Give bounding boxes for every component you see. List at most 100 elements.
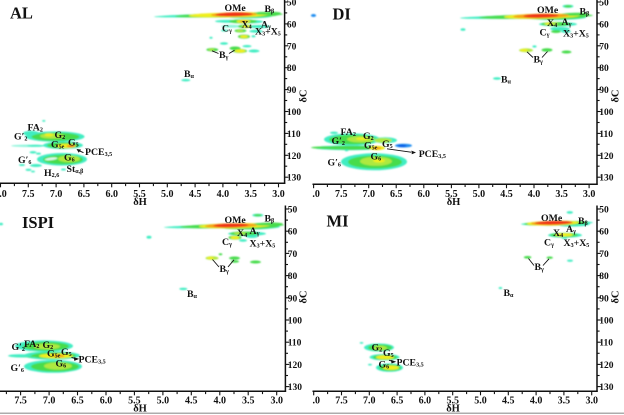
svg-text:3.0: 3.0 [270,396,283,407]
svg-text:Bγ: Bγ [220,264,230,275]
svg-text:X3+X5: X3+X5 [563,29,589,40]
svg-text:120: 120 [287,152,302,162]
svg-text:60: 60 [287,20,297,30]
svg-text:X4: X4 [553,228,563,239]
svg-text:6.0: 6.0 [100,396,113,407]
svg-text:110: 110 [288,339,302,349]
svg-text:90: 90 [599,86,609,96]
svg-text:MI: MI [327,212,349,231]
svg-text:5.5: 5.5 [128,396,141,407]
svg-text:3.0: 3.0 [272,189,285,200]
svg-text:90: 90 [287,86,297,96]
svg-text:130: 130 [599,383,614,393]
svg-text:60: 60 [599,20,609,30]
svg-text:G5e: G5e [51,140,65,151]
svg-text:Aγ: Aγ [562,17,572,28]
svg-text:7.0: 7.0 [43,396,56,407]
svg-text:G5e: G5e [364,140,378,151]
svg-text:4.5: 4.5 [502,396,515,407]
svg-text:X4: X4 [547,18,557,29]
svg-text:G5: G5 [382,139,393,150]
svg-text:4.0: 4.0 [214,396,227,407]
svg-text:Stα,β: Stα,β [67,164,84,175]
svg-text:G5: G5 [61,347,72,358]
svg-text:H2,6: H2,6 [44,168,59,179]
svg-text:δC: δC [299,290,310,303]
svg-text:OMe: OMe [225,215,247,226]
svg-text:130: 130 [288,383,303,393]
svg-text:70: 70 [599,250,609,260]
svg-text:DI: DI [333,5,351,24]
svg-text:120: 120 [599,152,614,162]
svg-text:6.0: 6.0 [419,396,432,407]
svg-text:Bβ: Bβ [265,214,275,225]
svg-text:OMe: OMe [225,3,247,14]
svg-text:Bγ: Bγ [535,262,545,273]
svg-text:70: 70 [287,42,297,52]
svg-text:X3+X5: X3+X5 [250,239,276,250]
svg-text:Bγ: Bγ [534,55,544,66]
svg-text:Cγ: Cγ [540,27,550,38]
svg-text:G′2: G′2 [12,342,25,353]
svg-text:3.5: 3.5 [558,396,571,407]
svg-text:ISPI: ISPI [22,213,54,232]
svg-text:Aγ: Aγ [566,224,576,235]
svg-text:δH: δH [446,404,460,415]
svg-text:Bα: Bα [187,289,198,300]
svg-text:FA2: FA2 [341,127,356,138]
svg-text:7.5: 7.5 [335,189,348,200]
svg-text:6.0: 6.0 [105,189,118,200]
svg-text:90: 90 [599,294,609,304]
svg-text:G6: G6 [379,359,390,370]
svg-text:δC: δC [611,290,622,303]
svg-text:Bβ: Bβ [265,4,275,15]
svg-text:60: 60 [599,228,609,238]
svg-text:δH: δH [133,404,147,415]
svg-text:G5: G5 [68,137,79,148]
svg-text:5.0: 5.0 [157,396,170,407]
svg-text:50: 50 [288,206,298,216]
svg-text:6.5: 6.5 [78,189,91,200]
svg-text:G6: G6 [56,358,67,369]
svg-text:60: 60 [288,228,298,238]
svg-text:δH: δH [447,197,461,208]
svg-text:7.0: 7.0 [50,189,63,200]
svg-text:4.0: 4.0 [528,189,541,200]
svg-text:50: 50 [287,0,297,9]
svg-text:G2: G2 [55,130,66,141]
svg-text:5.5: 5.5 [446,396,459,407]
svg-text:G′6: G′6 [11,363,24,374]
svg-text:8.0: 8.0 [0,189,7,200]
svg-text:120: 120 [288,361,303,371]
svg-text:7.0: 7.0 [362,189,375,200]
svg-text:5.0: 5.0 [473,189,486,200]
svg-text:5.5: 5.5 [445,189,458,200]
svg-text:7.5: 7.5 [335,396,348,407]
svg-text:6.5: 6.5 [71,396,84,407]
svg-text:G′2: G′2 [332,136,345,147]
svg-text:8.0: 8.0 [307,189,320,200]
svg-text:G′6: G′6 [328,157,341,168]
svg-text:G6: G6 [64,152,75,163]
svg-text:X4: X4 [242,19,252,30]
svg-text:G6: G6 [371,152,382,163]
svg-text:X4: X4 [237,228,247,239]
svg-text:80: 80 [288,272,298,282]
svg-text:80: 80 [599,64,609,74]
svg-text:X3+X5: X3+X5 [564,238,590,249]
svg-text:OMe: OMe [537,5,559,16]
svg-text:3.0: 3.0 [583,189,596,200]
svg-text:8.0: 8.0 [307,396,320,407]
svg-text:6.0: 6.0 [418,189,431,200]
svg-text:Bα: Bα [501,74,512,85]
svg-text:Bγ: Bγ [219,50,229,61]
svg-text:110: 110 [287,130,301,140]
svg-text:50: 50 [599,0,609,9]
svg-text:G2: G2 [43,340,54,351]
svg-text:110: 110 [599,339,613,349]
svg-text:7.5: 7.5 [22,189,35,200]
svg-text:70: 70 [599,42,609,52]
svg-text:PCE3,5: PCE3,5 [79,355,106,366]
svg-text:Bα: Bα [184,69,195,80]
svg-text:Aγ: Aγ [250,226,260,237]
